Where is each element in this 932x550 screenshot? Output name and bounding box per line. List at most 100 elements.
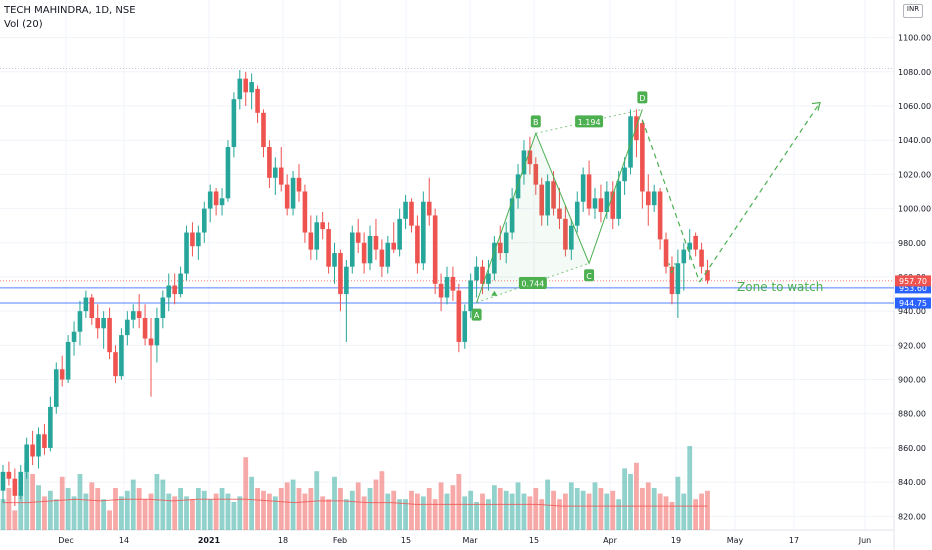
candle-body[interactable] [160,297,166,318]
candle-body[interactable] [521,150,527,175]
candle-body[interactable] [391,242,397,250]
candle-body[interactable] [533,164,539,185]
candle-body[interactable] [598,198,604,212]
candle-body[interactable] [326,229,331,267]
candle-body[interactable] [563,218,568,250]
candle-body[interactable] [699,249,704,267]
candle-body[interactable] [657,191,663,240]
candle-body[interactable] [113,352,118,377]
candle-body[interactable] [196,232,201,247]
candle-body[interactable] [166,285,172,298]
pattern-point-badge[interactable] [637,91,648,104]
candle-body[interactable] [237,78,243,100]
candle-body[interactable] [290,177,296,209]
candle-body[interactable] [651,191,657,206]
candle-body[interactable] [456,290,462,342]
candle-body[interactable] [267,147,272,178]
candle-body[interactable] [426,201,432,216]
candle-body[interactable] [474,266,479,281]
candle-body[interactable] [539,184,545,216]
candle-body[interactable] [444,276,450,298]
candle-body[interactable] [574,201,580,226]
projection-down-line[interactable] [641,119,701,283]
candle-body[interactable] [569,225,574,250]
pattern-point-badge[interactable] [471,308,482,321]
candle-body[interactable] [83,297,89,312]
symbol-title[interactable]: TECH MAHINDRA, 1D, NSE [4,5,136,16]
candle-body[interactable] [332,253,337,267]
candle-body[interactable] [438,283,444,298]
candle-body[interactable] [468,280,473,312]
candle-body[interactable] [125,319,130,336]
candle-body[interactable] [586,174,592,209]
candle-body[interactable] [450,276,456,291]
candle-body[interactable] [432,215,438,284]
candle-body[interactable] [201,208,207,233]
candle-body[interactable] [95,318,101,329]
candle-body[interactable] [71,331,77,342]
candle-body[interactable] [48,406,53,448]
candle-body[interactable] [136,311,142,318]
candle-body[interactable] [148,338,154,346]
candle-body[interactable] [314,222,320,250]
candle-body[interactable] [415,225,420,264]
pattern-point-badge[interactable] [530,115,541,128]
candle-body[interactable] [545,181,550,216]
candle-body[interactable] [669,266,675,295]
candle-body[interactable] [349,232,355,267]
candle-body[interactable] [492,242,497,274]
candle-body[interactable] [231,99,237,148]
candle-body[interactable] [255,88,260,113]
candle-body[interactable] [225,147,231,199]
candle-body[interactable] [409,201,414,226]
candle-body[interactable] [0,471,6,491]
candle-body[interactable] [296,177,302,192]
candle-body[interactable] [320,222,325,230]
candle-body[interactable] [12,478,18,496]
candle-body[interactable] [344,266,349,295]
candle-body[interactable] [219,198,225,206]
candle-body[interactable] [308,232,314,250]
candle-body[interactable] [178,273,183,295]
candle-body[interactable] [53,369,59,407]
candle-body[interactable] [634,116,639,141]
candle-body[interactable] [557,208,562,219]
candle-body[interactable] [261,112,266,148]
candle-body[interactable] [604,191,610,212]
candle-body[interactable] [154,318,160,346]
candle-body[interactable] [687,242,693,250]
candle-body[interactable] [190,232,195,247]
candle-body[interactable] [130,311,136,320]
candle-body[interactable] [503,232,509,254]
candle-body[interactable] [509,198,515,233]
candle-body[interactable] [18,471,24,496]
candle-body[interactable] [89,297,95,318]
candle-body[interactable] [580,174,586,202]
candle-body[interactable] [497,242,503,254]
candle-body[interactable] [273,167,278,178]
candle-body[interactable] [355,232,361,243]
pattern-point-badge[interactable] [584,269,595,282]
pattern-leg-line[interactable] [476,109,643,303]
candle-body[interactable] [184,232,189,274]
candle-body[interactable] [610,191,616,219]
candle-body[interactable] [403,201,408,219]
candle-body[interactable] [421,201,426,264]
candle-body[interactable] [693,235,698,250]
candle-body[interactable] [622,167,627,182]
candle-body[interactable] [628,116,633,168]
candle-body[interactable] [101,318,106,329]
candle-body[interactable] [284,184,290,209]
candle-body[interactable] [302,191,308,233]
candle-body[interactable] [24,444,29,472]
candle-body[interactable] [462,311,468,342]
candle-body[interactable] [379,249,385,267]
candle-body[interactable] [107,318,112,353]
candle-body[interactable] [36,434,41,457]
candle-body[interactable] [592,198,598,209]
candle-body[interactable] [705,270,710,281]
candle-body[interactable] [42,434,47,448]
candle-body[interactable] [249,82,254,93]
candle-body[interactable] [551,181,556,209]
